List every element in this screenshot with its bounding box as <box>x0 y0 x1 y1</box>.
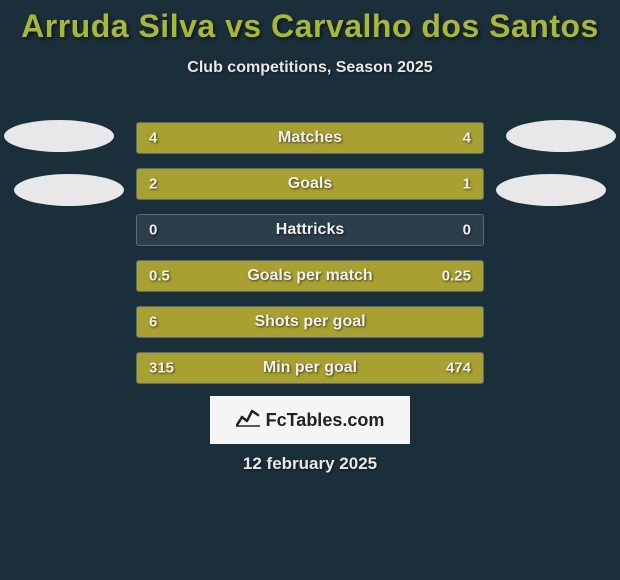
stat-row: 6 Shots per goal <box>136 306 484 338</box>
player-a-badge-placeholder <box>14 174 124 206</box>
stat-value-right: 0 <box>463 222 471 239</box>
stat-value-right: 1 <box>463 176 471 193</box>
stat-row: 4 Matches 4 <box>136 122 484 154</box>
subtitle: Club competitions, Season 2025 <box>0 59 620 77</box>
stat-row: 0 Hattricks 0 <box>136 214 484 246</box>
stat-label: Min per goal <box>263 359 357 377</box>
player-b-avatar-placeholder <box>506 120 616 152</box>
player-a-name: Arruda Silva <box>21 8 216 44</box>
bar-fill-left <box>137 169 369 199</box>
snapshot-date: 12 february 2025 <box>243 454 377 474</box>
stat-label: Shots per goal <box>254 313 365 331</box>
stat-value-left: 2 <box>149 176 157 193</box>
comparison-title: Arruda Silva vs Carvalho dos Santos <box>0 0 620 45</box>
stat-row: 315 Min per goal 474 <box>136 352 484 384</box>
player-b-name: Carvalho dos Santos <box>271 8 599 44</box>
player-a-avatar-placeholder <box>4 120 114 152</box>
stat-label: Goals per match <box>247 267 372 285</box>
source-logo: FcTables.com <box>210 396 410 444</box>
stat-value-right: 0.25 <box>442 268 471 285</box>
chart-icon <box>236 407 260 431</box>
logo-text: FcTables.com <box>266 410 385 431</box>
stat-row: 2 Goals 1 <box>136 168 484 200</box>
stat-value-left: 0 <box>149 222 157 239</box>
stat-label: Goals <box>288 175 332 193</box>
stat-value-right: 474 <box>446 360 471 377</box>
stat-value-left: 0.5 <box>149 268 170 285</box>
player-b-badge-placeholder <box>496 174 606 206</box>
stat-value-left: 315 <box>149 360 174 377</box>
stat-row: 0.5 Goals per match 0.25 <box>136 260 484 292</box>
stat-label: Hattricks <box>276 221 344 239</box>
stat-value-left: 4 <box>149 130 157 147</box>
stats-chart: 4 Matches 4 2 Goals 1 0 Hattricks 0 0.5 Goals per … <box>136 122 484 398</box>
stat-value-right: 4 <box>463 130 471 147</box>
stat-value-left: 6 <box>149 314 157 331</box>
stat-label: Matches <box>278 129 342 147</box>
vs-separator: vs <box>225 8 262 44</box>
